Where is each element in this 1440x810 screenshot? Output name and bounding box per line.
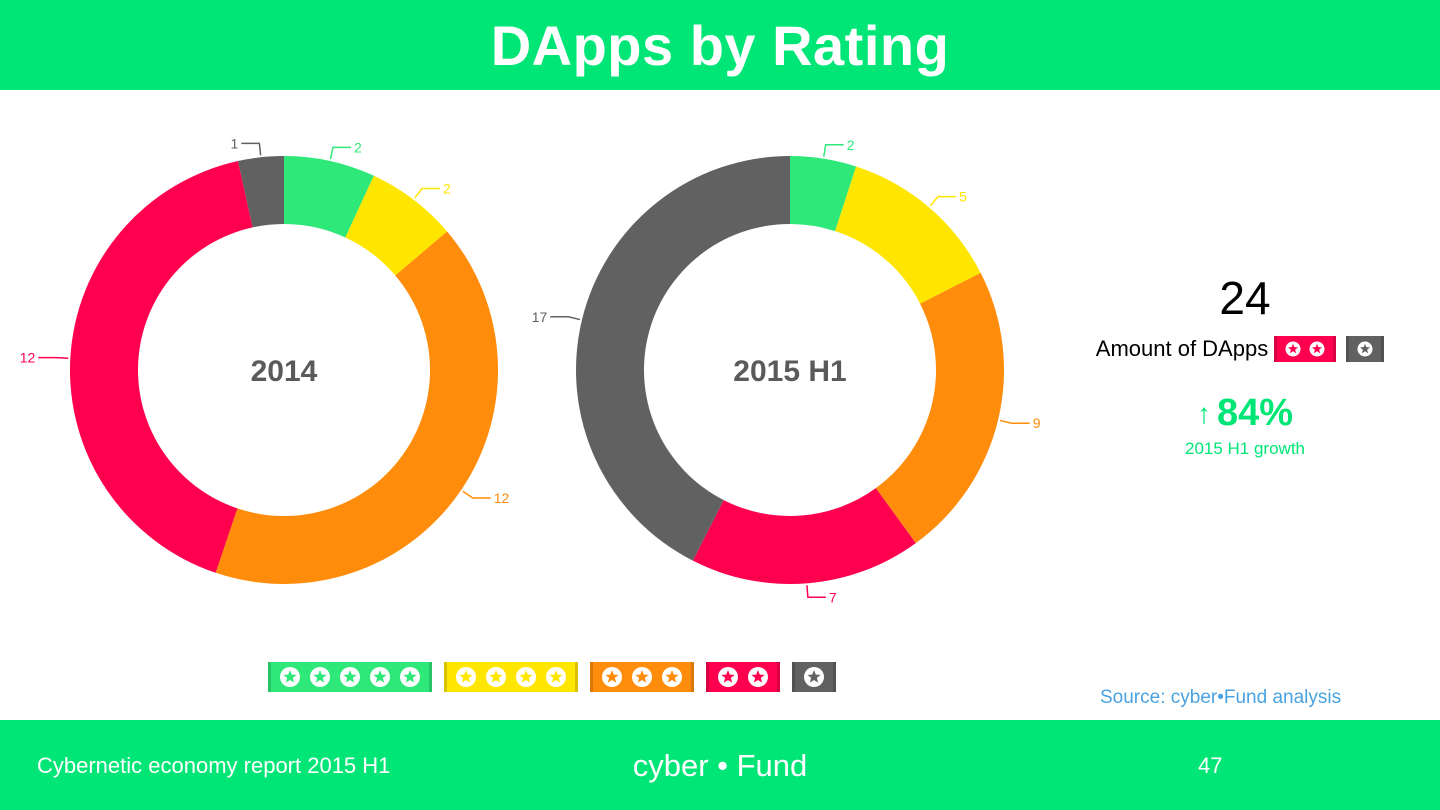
donut-chart-2014-svg: 2 2 12 12 1 2014 bbox=[20, 135, 510, 585]
data-label: 9 bbox=[1033, 415, 1041, 431]
star-icon bbox=[280, 667, 300, 687]
star-icon bbox=[400, 667, 420, 687]
growth-label: 2015 H1 growth bbox=[1184, 439, 1306, 458]
slide-header: DApps by Rating bbox=[0, 0, 1440, 90]
leader-line bbox=[550, 316, 581, 321]
legend-badge-5-stars bbox=[268, 662, 432, 692]
amount-row: Amount of DApps bbox=[1080, 336, 1410, 362]
star-icon bbox=[340, 667, 360, 687]
rating-badge-2-stars bbox=[1274, 336, 1337, 362]
donut-chart-2015h1-svg: 2 5 9 7 17 2015 H1 bbox=[532, 137, 1041, 605]
star-icon bbox=[1357, 341, 1373, 357]
data-label: 7 bbox=[829, 589, 837, 605]
data-label: 2 bbox=[847, 137, 855, 153]
growth-stat: ↑ 84% bbox=[1080, 392, 1410, 435]
star-icon bbox=[632, 667, 652, 687]
legend-badge-2-stars bbox=[706, 662, 780, 692]
star-icon bbox=[486, 667, 506, 687]
star-icon bbox=[516, 667, 536, 687]
data-label: 1 bbox=[231, 135, 239, 151]
star-icon bbox=[748, 667, 768, 687]
star-icon bbox=[602, 667, 622, 687]
donut-slice-3-stars bbox=[875, 272, 1004, 544]
leader-line bbox=[241, 142, 262, 156]
donut-slice-2-stars bbox=[692, 488, 916, 584]
star-icon bbox=[718, 667, 738, 687]
data-label: 17 bbox=[532, 309, 548, 325]
star-icon bbox=[370, 667, 390, 687]
data-label: 2 bbox=[354, 139, 362, 155]
donut-slice-5-stars bbox=[790, 156, 857, 232]
leader-line bbox=[806, 585, 826, 599]
data-label: 5 bbox=[959, 189, 967, 205]
leader-line bbox=[823, 144, 844, 157]
amount-label: Amount of DApps bbox=[1095, 336, 1269, 361]
donut-chart-2014: 2 2 12 12 1 2014 bbox=[20, 110, 560, 630]
donut-slice-3-stars bbox=[215, 231, 499, 585]
data-label: 12 bbox=[20, 350, 36, 366]
source-note: Source: cyber•Fund analysis bbox=[1100, 687, 1342, 708]
star-icon bbox=[310, 667, 330, 687]
leader-line bbox=[329, 146, 352, 160]
donut-slice-1-stars bbox=[576, 156, 790, 561]
brand-logo: cyber • Fund bbox=[632, 748, 808, 783]
leader-line bbox=[929, 195, 957, 207]
rating-legend bbox=[268, 662, 848, 692]
star-icon bbox=[662, 667, 682, 687]
donut-slice-4-stars bbox=[835, 166, 981, 304]
legend-badge-3-stars bbox=[590, 662, 694, 692]
star-icon bbox=[1285, 341, 1301, 357]
data-label: 2 bbox=[443, 180, 451, 196]
leader-line bbox=[999, 419, 1030, 424]
growth-value: 84% bbox=[1216, 392, 1294, 434]
donut-slice-5-stars bbox=[284, 156, 374, 238]
leader-line bbox=[414, 187, 440, 199]
donut-slice-1-stars bbox=[237, 156, 284, 228]
legend-badge-1-stars bbox=[792, 662, 836, 692]
data-label: 12 bbox=[494, 490, 510, 506]
slide-footer: Cybernetic economy report 2015 H1 cyber … bbox=[0, 720, 1440, 810]
leader-line bbox=[462, 490, 491, 499]
chart-center-title: 2014 bbox=[251, 355, 318, 388]
star-icon bbox=[546, 667, 566, 687]
legend-badge-4-stars bbox=[444, 662, 578, 692]
donut-slice-2-stars bbox=[69, 161, 253, 573]
amount-rating-badges bbox=[1274, 336, 1394, 362]
star-icon bbox=[804, 667, 824, 687]
star-icon bbox=[1309, 341, 1325, 357]
leader-line bbox=[38, 356, 69, 360]
dapps-count: 24 bbox=[1219, 272, 1271, 324]
report-name: Cybernetic economy report 2015 H1 bbox=[37, 753, 391, 778]
summary-panel: 24 Amount of DApps ↑ 84% 2015 H1 growth bbox=[1080, 270, 1410, 459]
chart-center-title: 2015 H1 bbox=[733, 355, 846, 388]
page-number: 47 bbox=[1198, 753, 1223, 778]
arrow-up-icon: ↑ bbox=[1196, 397, 1211, 429]
rating-badge-1-star bbox=[1346, 336, 1385, 362]
donut-slice-4-stars bbox=[345, 175, 448, 276]
slide-title: DApps by Rating bbox=[490, 13, 950, 77]
star-icon bbox=[456, 667, 476, 687]
donut-chart-2015h1: 2 5 9 7 17 2015 H1 bbox=[520, 110, 1060, 630]
